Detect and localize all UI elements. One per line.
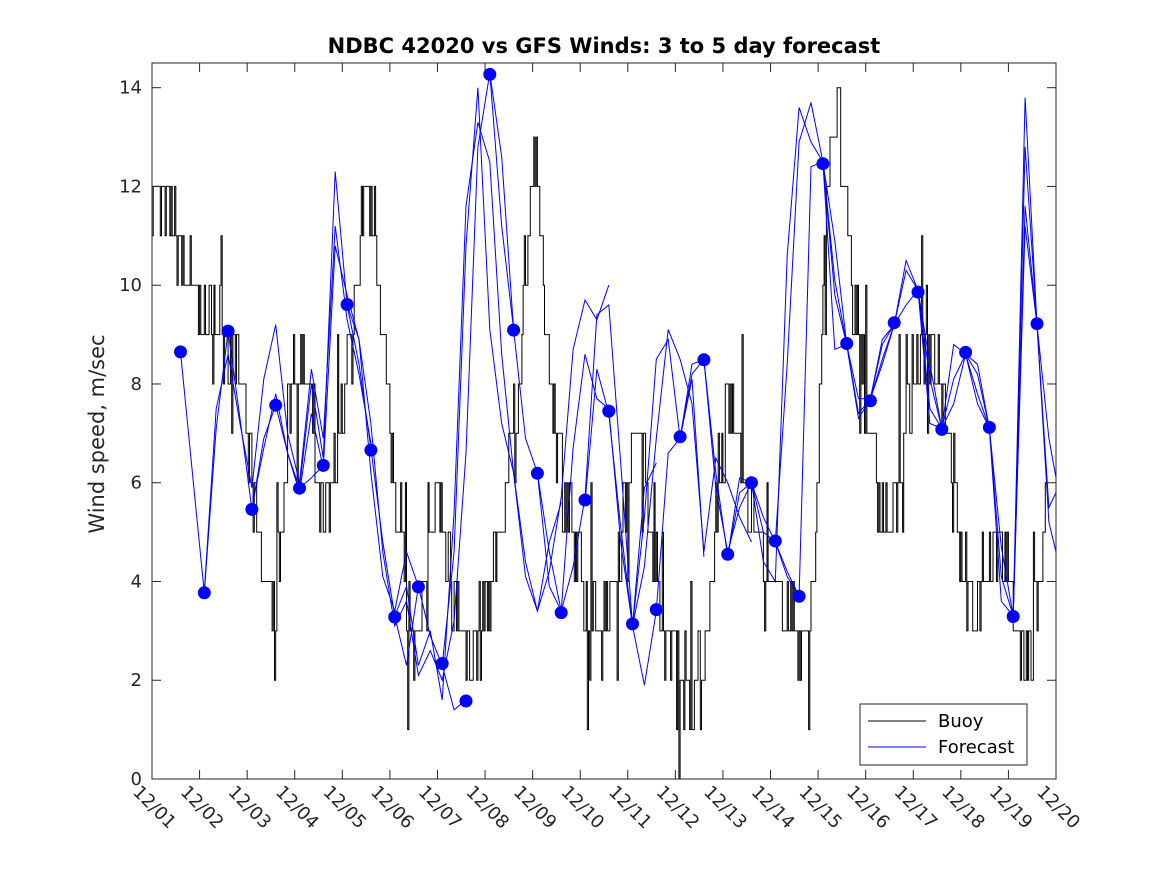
y-tick-label: 8 <box>131 374 142 395</box>
forecast-run-line-12 <box>679 102 848 557</box>
forecast-run-line-5 <box>346 72 515 682</box>
legend-label-buoy: Buoy <box>938 711 984 732</box>
y-tick-label: 14 <box>119 78 142 99</box>
forecast-marker <box>959 345 973 359</box>
forecast-marker <box>293 481 306 495</box>
y-tick-label: 0 <box>131 769 142 790</box>
forecast-marker <box>578 493 592 507</box>
y-axis-label: Wind speed, m/sec <box>85 334 109 533</box>
forecast-marker <box>435 657 449 670</box>
forecast-marker <box>340 298 354 311</box>
forecast-marker <box>697 353 711 367</box>
forecast-run-line-7 <box>441 87 610 666</box>
y-tick-label: 12 <box>119 176 142 197</box>
forecast-marker <box>626 617 639 631</box>
forecast-run-line-15 <box>822 161 990 430</box>
forecast-marker <box>745 476 758 490</box>
forecast-marker <box>863 394 877 408</box>
forecast-marker <box>649 603 663 617</box>
forecast-run-line-10 <box>584 329 752 626</box>
forecast-marker <box>388 610 402 624</box>
forecast-run-line-8 <box>489 72 657 626</box>
forecast-run-line-6 <box>394 122 562 701</box>
forecast-marker <box>483 67 497 81</box>
forecast-marker <box>245 502 259 516</box>
forecast-marker <box>174 345 187 359</box>
forecast-marker <box>840 337 854 350</box>
forecast-marker <box>935 422 949 436</box>
forecast-marker <box>602 404 616 418</box>
forecast-marker <box>316 458 330 472</box>
forecast-run-line-14 <box>774 161 943 599</box>
forecast-marker <box>1030 317 1044 331</box>
forecast-marker <box>673 430 687 444</box>
forecast-marker <box>507 323 521 337</box>
forecast-run-line-2 <box>203 225 372 592</box>
forecast-marker <box>768 534 782 548</box>
forecast-marker <box>197 586 211 600</box>
y-tick-label: 4 <box>131 571 142 592</box>
forecast-marker <box>221 324 235 338</box>
chart-title: NDBC 42020 vs GFS Winds: 3 to 5 day fore… <box>328 34 881 58</box>
forecast-marker <box>911 285 925 299</box>
forecast-marker <box>792 589 806 603</box>
forecast-marker <box>269 398 283 412</box>
y-tick-label: 2 <box>131 670 142 691</box>
forecast-marker <box>982 420 996 434</box>
forecast-marker <box>459 694 473 708</box>
legend-label-forecast: Forecast <box>938 737 1014 758</box>
plot-area <box>152 67 1057 780</box>
y-tick-label: 6 <box>131 473 142 494</box>
forecast-marker <box>554 606 568 620</box>
forecast-run-line-16 <box>869 206 1038 617</box>
buoy-series-line <box>152 87 1048 780</box>
forecast-marker <box>364 443 378 457</box>
legend: Buoy Forecast <box>859 703 1028 766</box>
forecast-marker <box>887 316 901 330</box>
forecast-marker <box>530 466 544 480</box>
forecast-run-line-11 <box>632 358 800 686</box>
forecast-marker <box>1006 610 1020 623</box>
forecast-marker <box>816 157 830 171</box>
forecast-marker <box>411 580 425 594</box>
forecast-marker <box>721 547 735 561</box>
y-tick-label: 10 <box>119 275 142 296</box>
forecast-run-line-4 <box>299 171 467 711</box>
forecast-run-line-9 <box>536 304 705 626</box>
legend-box <box>859 703 1028 766</box>
plot-frame <box>151 62 1057 780</box>
